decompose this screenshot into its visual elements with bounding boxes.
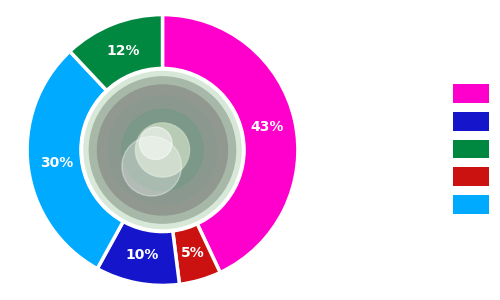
Wedge shape bbox=[70, 15, 162, 93]
Bar bbox=[453, 140, 489, 158]
Circle shape bbox=[136, 123, 190, 177]
Circle shape bbox=[90, 77, 236, 223]
Circle shape bbox=[98, 85, 228, 215]
Text: Europe: Europe bbox=[331, 116, 368, 126]
Circle shape bbox=[108, 96, 216, 204]
Wedge shape bbox=[98, 219, 180, 285]
Circle shape bbox=[80, 68, 245, 232]
Bar bbox=[453, 195, 489, 214]
Text: 10%: 10% bbox=[126, 248, 159, 262]
Wedge shape bbox=[27, 51, 124, 269]
Bar bbox=[453, 84, 489, 103]
Text: Middle East: Middle East bbox=[331, 144, 391, 154]
Text: America: America bbox=[331, 172, 374, 182]
Text: Africa: Africa bbox=[331, 200, 361, 209]
Bar bbox=[453, 112, 489, 131]
Wedge shape bbox=[172, 221, 220, 284]
Text: 5%: 5% bbox=[180, 246, 204, 260]
Bar bbox=[453, 167, 489, 186]
Circle shape bbox=[122, 110, 203, 190]
Circle shape bbox=[122, 136, 182, 196]
Circle shape bbox=[140, 127, 172, 160]
Text: 12%: 12% bbox=[106, 44, 140, 58]
Text: 43%: 43% bbox=[250, 120, 284, 134]
Wedge shape bbox=[162, 15, 298, 272]
Text: 30%: 30% bbox=[40, 156, 73, 170]
Circle shape bbox=[84, 71, 241, 229]
Text: Asia Pacific: Asia Pacific bbox=[331, 88, 390, 99]
